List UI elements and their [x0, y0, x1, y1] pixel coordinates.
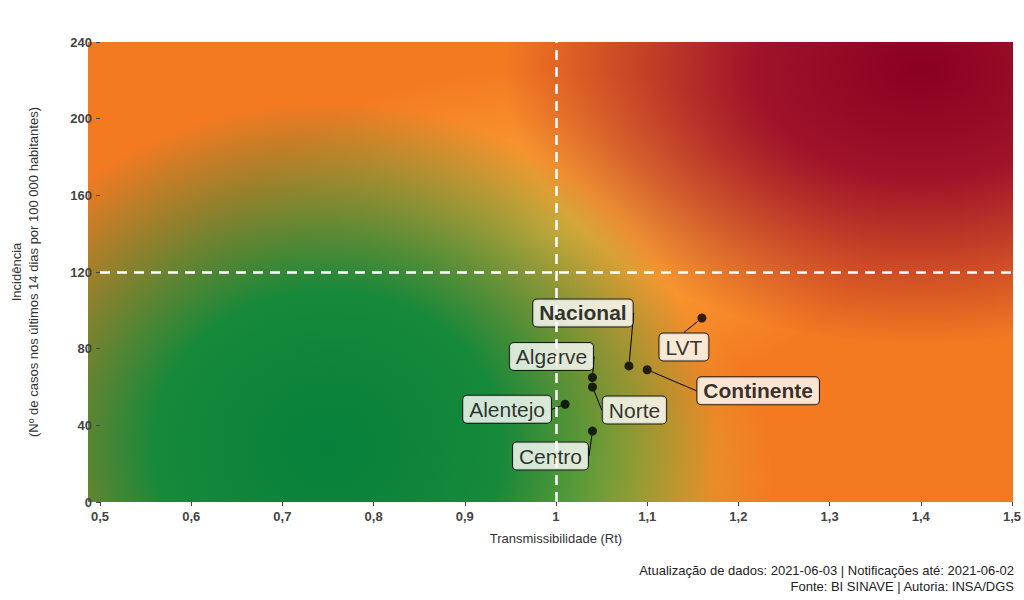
svg-text:Fonte: BI SINAVE | Autoria: IN: Fonte: BI SINAVE | Autoria: INSA/DGS — [790, 579, 1014, 594]
svg-text:Alentejo: Alentejo — [469, 398, 545, 421]
svg-text:0: 0 — [85, 495, 92, 510]
svg-text:Incidência: Incidência — [9, 242, 24, 301]
svg-text:1,1: 1,1 — [638, 509, 656, 524]
svg-text:0,6: 0,6 — [182, 509, 200, 524]
svg-text:Atualização de dados: 2021-06-: Atualização de dados: 2021-06-03 | Notif… — [639, 563, 1014, 578]
svg-text:40: 40 — [78, 418, 92, 433]
svg-text:Nacional: Nacional — [539, 301, 627, 324]
svg-text:1,5: 1,5 — [1003, 509, 1021, 524]
svg-text:0,9: 0,9 — [456, 509, 474, 524]
svg-text:1: 1 — [552, 509, 559, 524]
svg-text:Algarve: Algarve — [516, 345, 587, 368]
svg-text:240: 240 — [70, 35, 92, 50]
svg-text:1,2: 1,2 — [729, 509, 747, 524]
svg-text:80: 80 — [78, 341, 92, 356]
svg-text:LVT: LVT — [665, 336, 702, 359]
svg-text:0,7: 0,7 — [273, 509, 291, 524]
svg-text:Norte: Norte — [609, 399, 660, 422]
svg-text:Continente: Continente — [703, 379, 813, 402]
svg-text:0,8: 0,8 — [365, 509, 383, 524]
svg-text:160: 160 — [70, 188, 92, 203]
svg-text:0,5: 0,5 — [91, 509, 109, 524]
svg-text:1,3: 1,3 — [821, 509, 839, 524]
svg-text:1,4: 1,4 — [912, 509, 931, 524]
svg-text:(Nº de casos nos últimos 14 di: (Nº de casos nos últimos 14 dias por 100… — [26, 107, 41, 437]
svg-text:120: 120 — [70, 265, 92, 280]
svg-text:Centro: Centro — [519, 445, 582, 468]
svg-text:Transmissibilidade (Rt): Transmissibilidade (Rt) — [490, 531, 622, 546]
svg-text:200: 200 — [70, 111, 92, 126]
